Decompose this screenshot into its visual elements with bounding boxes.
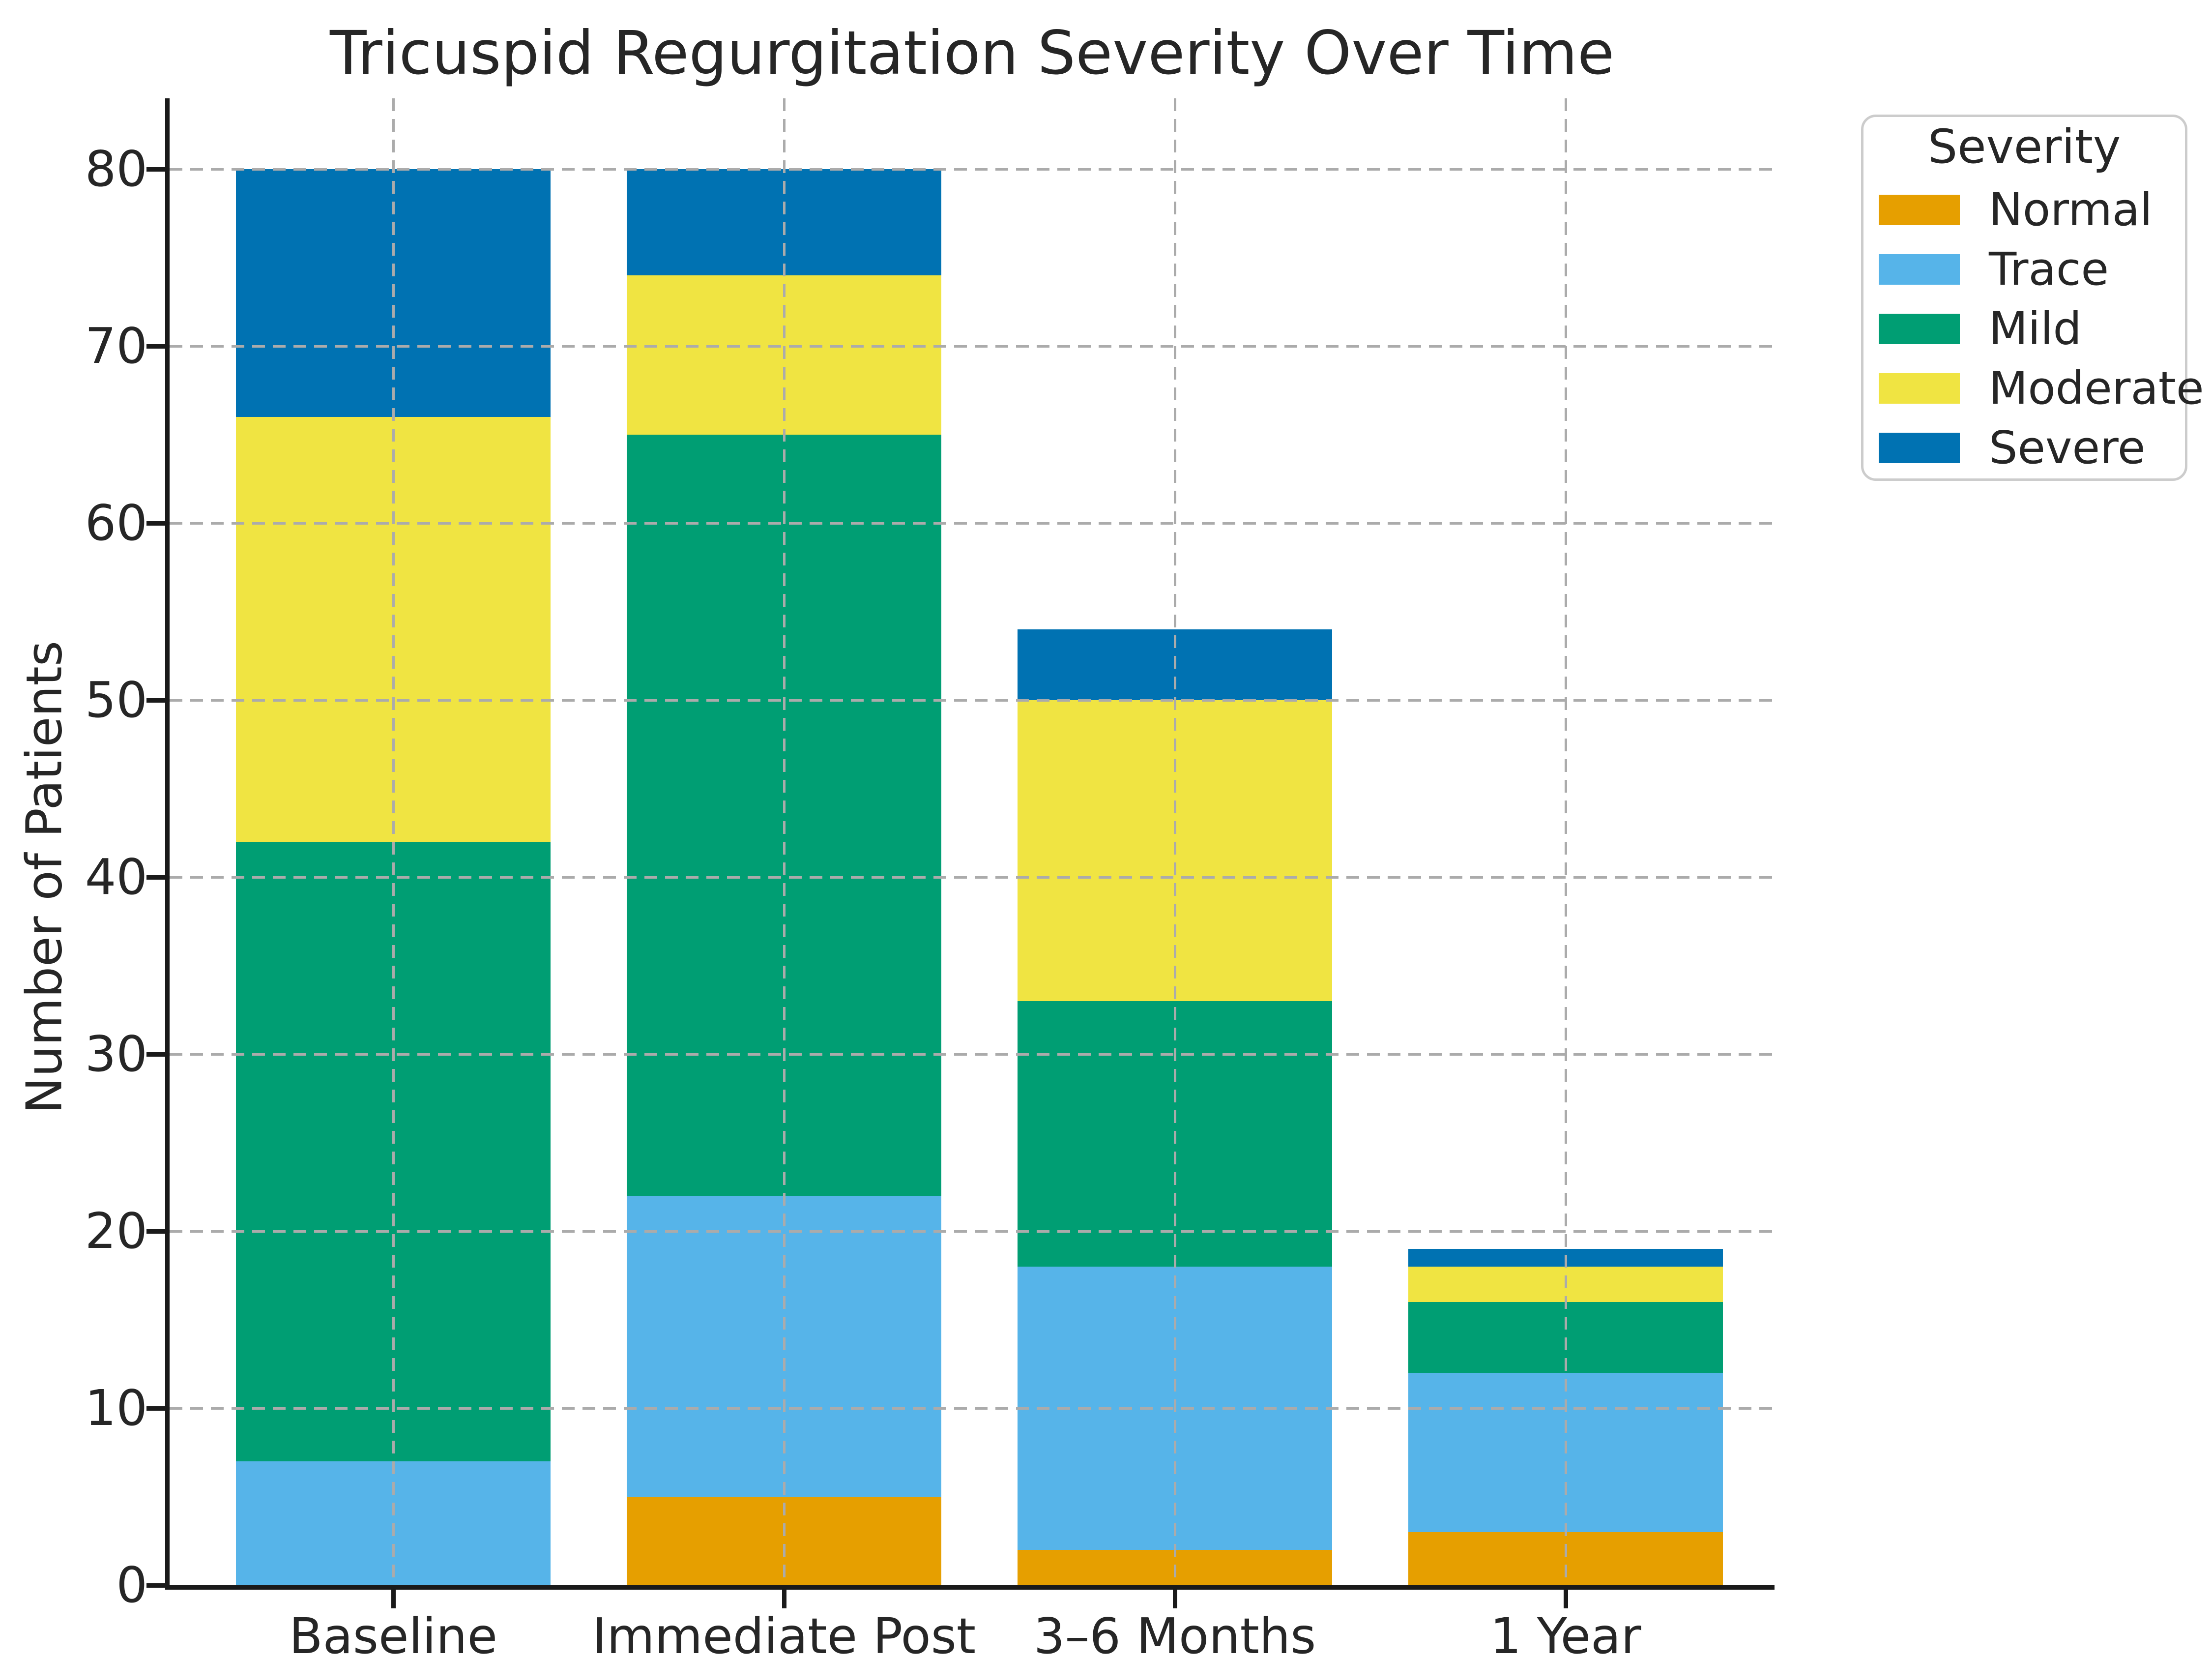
legend-label-moderate: Moderate [1989,362,2204,415]
x-tick-1 [391,1590,396,1608]
legend-label-trace: Trace [1989,243,2109,296]
x-tick-label-2: Immediate Post [592,1607,976,1659]
legend-swatch-mild [1879,314,1960,344]
y-tick-label-30: 30 [85,1025,147,1083]
gridline-x-4 [1565,98,1567,1585]
y-tick-70 [146,344,165,349]
y-tick-20 [146,1229,165,1234]
y-tick-label-70: 70 [85,317,147,375]
gridline-x-3 [1174,98,1176,1585]
gridline-y-60 [170,522,1775,525]
x-tick-4 [1564,1590,1568,1608]
legend-title: Severity [1927,120,2121,174]
y-tick-0 [146,1583,165,1588]
y-tick-label-20: 20 [85,1202,147,1260]
chart-title: Tricuspid Regurgitation Severity Over Ti… [329,18,1615,88]
legend-swatch-trace [1879,254,1960,285]
y-tick-label-0: 0 [116,1556,147,1614]
x-axis-spine [165,1585,1775,1590]
legend-swatch-normal [1879,195,1960,225]
x-tick-2 [782,1590,786,1608]
y-tick-50 [146,698,165,703]
gridline-y-40 [170,876,1775,879]
gridline-y-20 [170,1230,1775,1233]
x-tick-label-4: 1 Year [1490,1607,1641,1659]
legend-label-mild: Mild [1989,302,2082,355]
y-tick-label-40: 40 [85,848,147,906]
gridline-y-70 [170,345,1775,348]
y-tick-label-10: 10 [85,1379,147,1437]
legend-label-normal: Normal [1989,183,2153,236]
gridline-y-10 [170,1407,1775,1410]
y-tick-60 [146,521,165,526]
legend-box [1861,115,2187,481]
y-tick-label-80: 80 [85,140,147,198]
y-tick-40 [146,875,165,880]
gridline-x-1 [392,98,395,1585]
gridline-y-80 [170,168,1775,171]
legend-label-severe: Severe [1989,421,2146,474]
x-tick-3 [1173,1590,1177,1608]
legend-swatch-moderate [1879,373,1960,404]
y-tick-label-60: 60 [85,494,147,552]
gridline-y-30 [170,1053,1775,1056]
y-tick-10 [146,1406,165,1411]
y-tick-label-50: 50 [85,671,147,729]
y-tick-80 [146,167,165,172]
x-tick-label-3: 3–6 Months [1033,1607,1316,1659]
y-axis-spine [165,98,170,1590]
x-tick-label-1: Baseline [289,1607,497,1659]
gridline-y-50 [170,699,1775,702]
gridline-x-2 [783,98,786,1585]
legend-swatch-severe [1879,433,1960,463]
y-tick-30 [146,1052,165,1057]
